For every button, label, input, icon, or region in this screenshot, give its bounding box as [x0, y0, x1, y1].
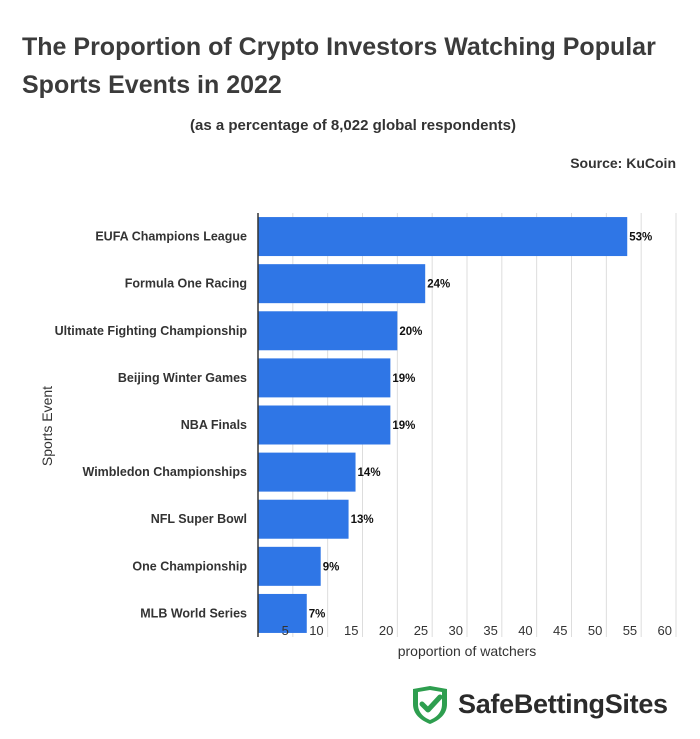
category-label: Beijing Winter Games	[118, 371, 247, 385]
category-label: NBA Finals	[181, 418, 247, 432]
x-axis-label: proportion of watchers	[398, 643, 537, 659]
brand-name: SafeBettingSites	[458, 689, 668, 719]
bar	[258, 217, 628, 257]
x-tick-label: 15	[344, 623, 358, 638]
category-label: NFL Super Bowl	[151, 512, 247, 526]
bar	[258, 405, 391, 445]
bar	[258, 499, 349, 539]
bar	[258, 311, 398, 351]
bar-chart: 53% 24% 20% 19% 19% 14% 13% 9% 7% EUFA Champions…	[39, 213, 677, 659]
y-axis-label: Sports Event	[39, 386, 55, 466]
x-tick-label: 20	[379, 623, 393, 638]
category-label: Ultimate Fighting Championship	[55, 324, 248, 338]
bar	[258, 358, 391, 398]
bar-data-label: 14%	[358, 467, 381, 479]
bar-data-label: 24%	[427, 279, 450, 291]
bar	[258, 546, 321, 586]
x-tick-label: 25	[414, 623, 428, 638]
bars: 53% 24% 20% 19% 19% 14% 13% 9% 7%	[258, 217, 652, 633]
category-label: Formula One Racing	[125, 277, 247, 291]
x-tick-label: 10	[309, 623, 323, 638]
x-tick-label: 60	[658, 623, 672, 638]
category-label: One Championship	[132, 559, 247, 573]
chart-title: The Proportion of Crypto Investors Watch…	[22, 33, 656, 99]
x-tick-label: 40	[518, 623, 532, 638]
x-tick-label: 5	[282, 623, 289, 638]
bar-data-label: 20%	[399, 326, 422, 338]
bar	[258, 452, 356, 492]
category-label: Wimbledon Championships	[83, 465, 248, 479]
category-labels: EUFA Champions League Formula One Racing U…	[55, 230, 248, 621]
bar-data-label: 19%	[392, 373, 415, 385]
x-tick-labels: 5 10 15 20 25 30 35 40 45 50 55 60	[282, 623, 672, 638]
bar-data-label: 13%	[351, 514, 374, 526]
bar-data-label: 9%	[323, 561, 340, 573]
x-tick-label: 55	[623, 623, 637, 638]
chart-subtitle: (as a percentage of 8,022 global respond…	[190, 117, 516, 134]
x-tick-label: 30	[449, 623, 463, 638]
bar-data-label: 19%	[392, 420, 415, 432]
bar-data-label: 7%	[309, 608, 326, 620]
bar	[258, 264, 426, 304]
shield-check-icon	[413, 686, 447, 724]
x-tick-label: 35	[483, 623, 497, 638]
brand-logo: SafeBettingSites	[410, 685, 668, 725]
bar-data-label: 53%	[629, 232, 652, 244]
category-label: EUFA Champions League	[95, 230, 247, 244]
category-label: MLB World Series	[140, 606, 247, 620]
bar	[258, 593, 307, 633]
x-tick-label: 45	[553, 623, 567, 638]
chart-source: Source: KuCoin	[570, 155, 676, 171]
x-tick-label: 50	[588, 623, 602, 638]
